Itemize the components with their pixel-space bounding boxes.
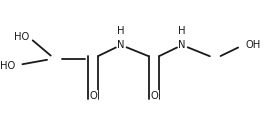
Text: N: N bbox=[117, 40, 125, 50]
Text: OH: OH bbox=[245, 40, 261, 50]
Text: O: O bbox=[89, 91, 97, 101]
Text: H: H bbox=[178, 26, 186, 36]
Text: HO: HO bbox=[14, 32, 29, 42]
Text: H: H bbox=[117, 26, 125, 36]
Text: HO: HO bbox=[0, 60, 15, 71]
Text: N: N bbox=[178, 40, 186, 50]
Text: O: O bbox=[150, 91, 158, 101]
